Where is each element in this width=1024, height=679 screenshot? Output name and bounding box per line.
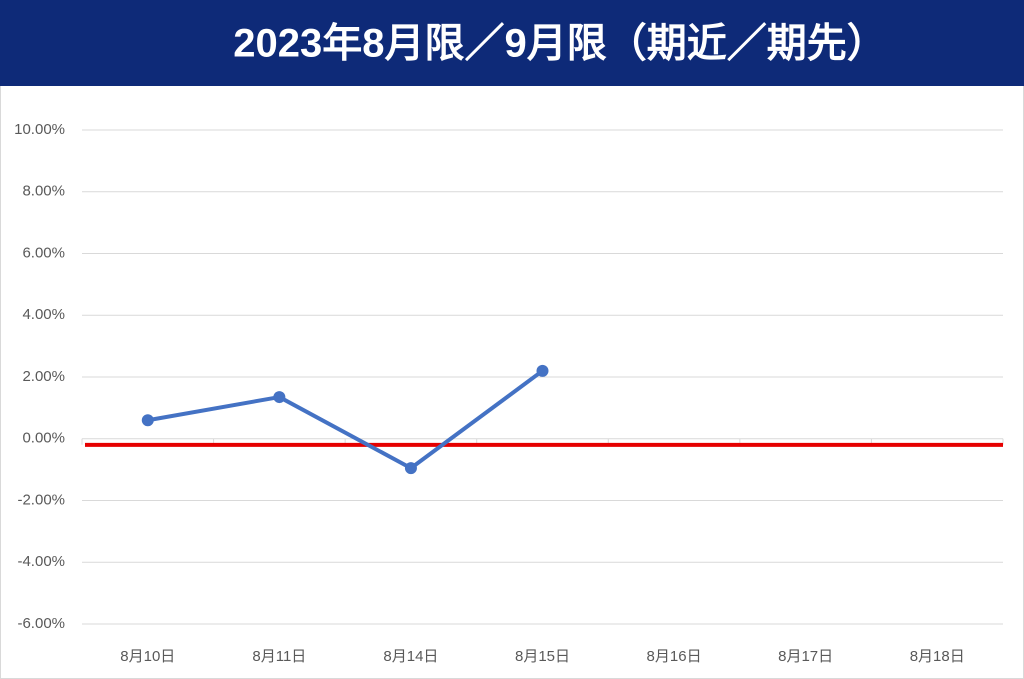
y-tick-label: 4.00% [22, 306, 65, 323]
y-tick-label: 6.00% [22, 244, 65, 261]
x-tick-label: 8月10日 [120, 648, 175, 665]
data-point [273, 391, 286, 404]
y-tick-label: -4.00% [17, 553, 65, 570]
y-tick-label: -6.00% [17, 615, 65, 632]
chart-title: 2023年8月限／9月限（期近／期先） [233, 22, 886, 66]
series-line [147, 369, 544, 471]
y-tick-label: 10.00% [14, 121, 65, 138]
data-point [141, 414, 154, 427]
y-tick-label: 8.00% [22, 183, 65, 200]
data-point [404, 462, 417, 475]
y-tick-label: -2.00% [17, 491, 65, 508]
x-tick-label: 8月11日 [252, 648, 306, 665]
x-tick-label: 8月18日 [910, 648, 965, 665]
y-tick-label: 0.00% [22, 430, 65, 447]
x-tick-label: 8月17日 [778, 648, 833, 665]
title-banner [0, 0, 1024, 86]
x-tick-label: 8月15日 [515, 648, 570, 665]
data-point [536, 364, 549, 377]
x-tick-label: 8月14日 [383, 648, 438, 665]
x-tick-label: 8月16日 [647, 648, 702, 665]
y-tick-label: 2.00% [22, 368, 65, 385]
